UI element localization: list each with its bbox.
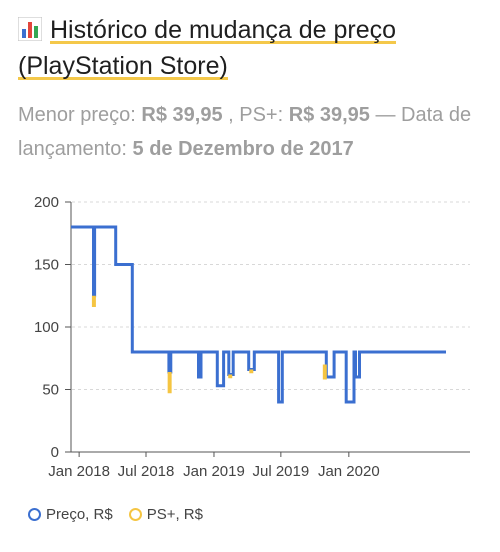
price-series-line bbox=[71, 225, 446, 404]
lowest-price-label: Menor preço: bbox=[18, 104, 136, 126]
title-text: Histórico de mudança de preço (PlayStati… bbox=[18, 16, 397, 80]
legend: Preço, R$ PS+, R$ bbox=[28, 506, 219, 523]
legend-item-psplus[interactable]: PS+, R$ bbox=[128, 506, 203, 523]
legend-price-label: Preço, R$ bbox=[46, 506, 113, 523]
y-tick-label: 150 bbox=[34, 257, 59, 274]
release-date-label: — Data de lançamento: bbox=[18, 104, 472, 160]
y-tick-label: 0 bbox=[51, 444, 59, 461]
page-title: Histórico de mudança de preço (PlayStati… bbox=[17, 14, 488, 83]
psplus-price-value: R$ 39,95 bbox=[288, 104, 370, 126]
release-date-value: 5 de Dezembro de 2017 bbox=[132, 138, 354, 160]
price-history-chart: 0 50 100 150 200 Jan 2018 Jul 2018 Jan 2019 Jul … bbox=[34, 194, 470, 480]
y-tick-label: 100 bbox=[34, 319, 59, 336]
x-tick-label: Jan 2018 bbox=[48, 463, 110, 480]
grid bbox=[66, 201, 470, 390]
x-tick-label: Jul 2019 bbox=[252, 463, 309, 480]
lowest-price-value: R$ 39,95 bbox=[141, 104, 223, 126]
x-tick-label: Jul 2018 bbox=[118, 463, 175, 480]
legend-price-marker bbox=[28, 508, 41, 521]
x-tick-label: Jan 2020 bbox=[318, 463, 380, 480]
legend-psplus-marker bbox=[128, 508, 142, 521]
legend-psplus-label: PS+, R$ bbox=[146, 506, 203, 523]
y-tick-label: 200 bbox=[34, 194, 59, 211]
x-tick-label: Jan 2019 bbox=[183, 463, 245, 480]
legend-item-price[interactable]: Preço, R$ bbox=[28, 506, 113, 523]
series bbox=[71, 225, 446, 404]
bar-chart-icon bbox=[17, 16, 43, 50]
price-summary: Menor preço: R$ 39,95 , PS+: R$ 39,95 — … bbox=[18, 98, 488, 166]
psplus-price-label: , PS+: bbox=[228, 104, 284, 126]
y-tick-label: 50 bbox=[42, 382, 59, 399]
axes: 0 50 100 150 200 Jan 2018 Jul 2018 Jan 2019 Jul … bbox=[34, 194, 470, 480]
